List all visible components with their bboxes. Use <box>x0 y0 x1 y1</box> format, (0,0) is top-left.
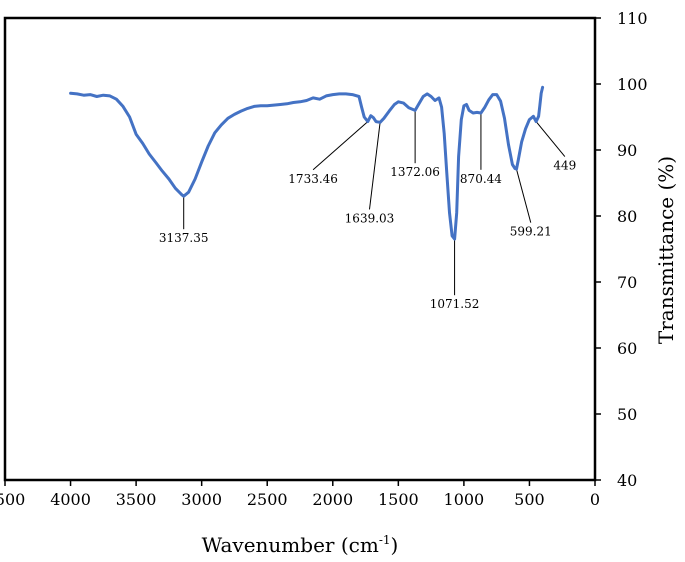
y-tick-label: 50 <box>617 405 637 424</box>
annotation-leader <box>312 121 369 171</box>
y-tick-label: 70 <box>617 273 637 292</box>
annotation-leader <box>535 121 566 157</box>
peak-label: 1372.06 <box>390 165 440 179</box>
x-tick-label: 0 <box>590 490 600 509</box>
x-axis-ticks: 4500 4000 3500 3000 2500 2000 1500 1000 500 0 <box>0 480 600 509</box>
y-axis-title: Transmittance (%) <box>654 156 678 344</box>
peak-label: 3137.35 <box>159 231 209 245</box>
y-tick-label: 40 <box>617 471 637 490</box>
x-tick-label: 4000 <box>50 490 91 509</box>
x-tick-label: 500 <box>514 490 545 509</box>
peak-label: 1733.46 <box>288 172 338 186</box>
x-tick-label: 2000 <box>312 490 353 509</box>
peak-label: 1071.52 <box>430 297 480 311</box>
x-tick-label: 4500 <box>0 490 25 509</box>
x-tick-label: 1000 <box>444 490 485 509</box>
plot-frame <box>3 16 597 482</box>
peak-label: 1639.03 <box>345 211 395 225</box>
peak-label: 870.44 <box>460 172 502 186</box>
x-tick-label: 3500 <box>116 490 157 509</box>
x-tick-label: 2500 <box>247 490 288 509</box>
annotation-leader <box>368 122 381 210</box>
x-axis-title: Wavenumber (cm-1) <box>202 533 399 557</box>
annotation-leader <box>515 169 532 223</box>
peak-label: 449 <box>553 159 576 173</box>
peak-annotations: 3137.35 1733.46 1639.03 1372.06 1071.52 870.4… <box>159 110 576 311</box>
y-tick-label: 110 <box>617 9 648 28</box>
y-tick-label: 80 <box>617 207 637 226</box>
spectrum-line <box>69 85 545 241</box>
y-tick-label: 60 <box>617 339 637 358</box>
x-tick-label: 3000 <box>181 490 222 509</box>
y-tick-label: 100 <box>617 75 648 94</box>
y-tick-label: 90 <box>617 141 637 160</box>
x-tick-label: 1500 <box>378 490 419 509</box>
y-axis-ticks: 40 50 60 70 80 90 100 110 <box>595 9 648 490</box>
peak-label: 599.21 <box>510 225 552 239</box>
